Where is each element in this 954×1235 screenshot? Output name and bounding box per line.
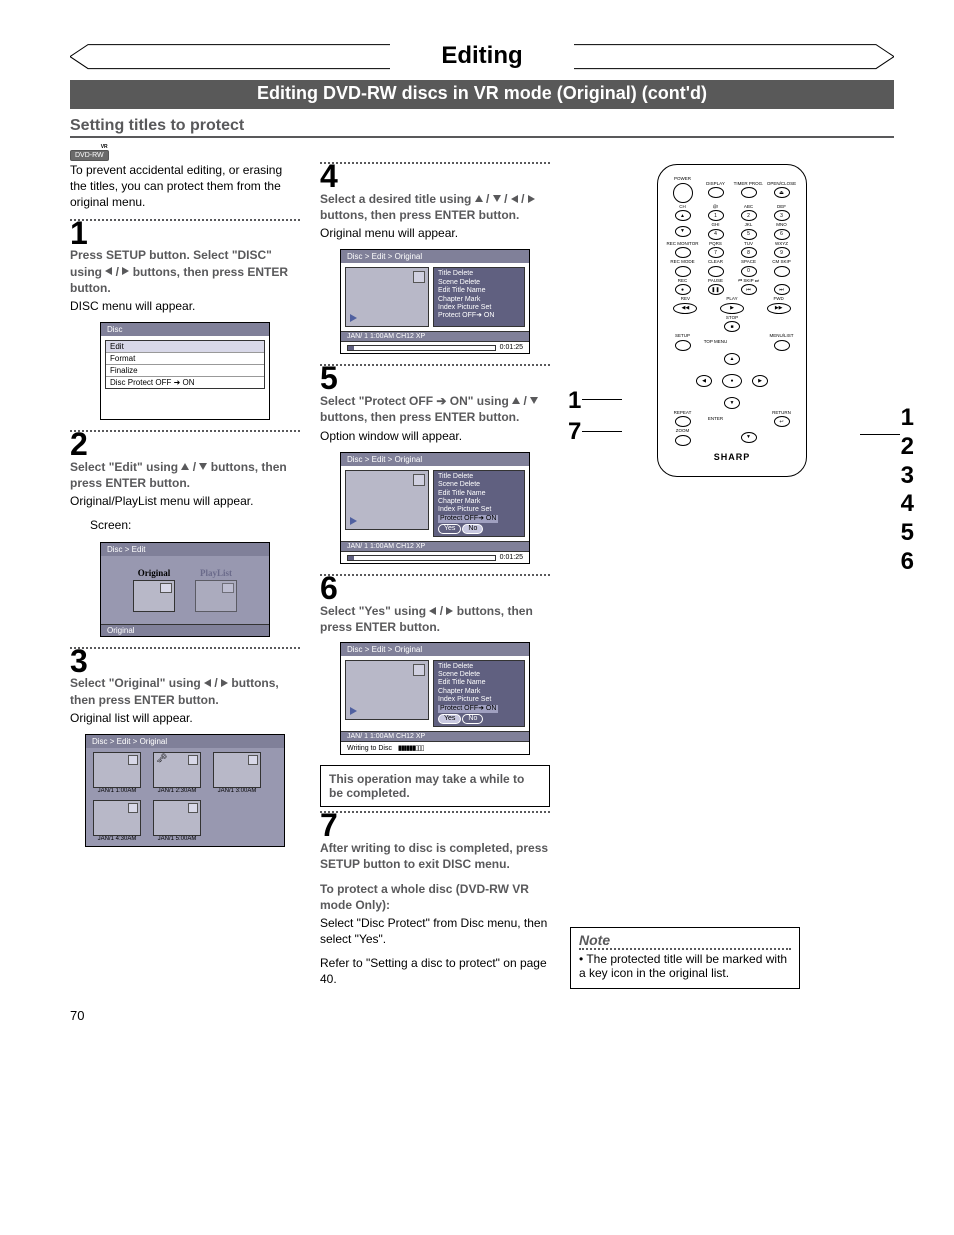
step-3-body: Original list will appear. (70, 710, 300, 726)
step-7-body2: Refer to "Setting a disc to protect" on … (320, 955, 550, 987)
disc-menu-list: Edit Format Finalize Disc Protect OFF ➜ … (105, 340, 265, 389)
step-2-screen: Disc > Edit Original PlayList Original (100, 542, 270, 637)
step-6-screen: Disc > Edit > Original Title Delete Scen… (340, 642, 530, 756)
step-7-number: 7 (320, 811, 550, 840)
step-4-screen: Disc > Edit > Original Title Delete Scen… (340, 249, 530, 354)
step-3-screen: Disc > Edit > Original JAN/1 1:00AM JAN/… (85, 734, 285, 847)
step-5-screen: Disc > Edit > Original Title Delete Scen… (340, 452, 530, 565)
thumb-item: JAN/1 1:00AM (90, 752, 144, 794)
screen-footer: Original (101, 624, 269, 636)
column-right: 1 7 1 2 3 4 5 6 POWER DISPLAY TIMER PROG… (570, 144, 894, 989)
status-row: JAN/ 1 1:00AM CH12 XP (341, 731, 529, 741)
note-text: • The protected title will be marked wit… (579, 952, 787, 980)
step-7-body1: Select "Disc Protect" from Disc menu, th… (320, 915, 550, 947)
step-1-number: 1 (70, 219, 300, 248)
title-deco-left (70, 43, 390, 71)
remote-callout-7: 7 (568, 420, 581, 444)
remote-callout-1: 1 (568, 389, 581, 413)
screen-label: Screen: (90, 517, 300, 533)
remote-control: POWER DISPLAY TIMER PROG. OPEN/CLOSE⏏ CH… (657, 164, 807, 477)
screen-hdr: Disc > Edit > Original (341, 453, 529, 466)
screen-hdr: Disc > Edit > Original (86, 735, 284, 748)
step-1-body: DISC menu will appear. (70, 298, 300, 314)
step-5-number: 5 (320, 364, 550, 393)
step-6-head: Select "Yes" using / buttons, then press… (320, 603, 550, 635)
remote-callout-right: 1 2 3 4 5 6 (901, 404, 914, 577)
step-5-head: Select "Protect OFF ➔ ON" using / button… (320, 393, 550, 425)
step-4-body: Original menu will appear. (320, 225, 550, 241)
menu-item: Disc Protect OFF ➜ ON (106, 377, 264, 388)
remote-brand: SHARP (666, 452, 798, 462)
thumb-item: JAN/1 3:00AM (210, 752, 264, 794)
menu-item: Finalize (106, 365, 264, 377)
step-3-head: Select "Original" using / buttons, then … (70, 675, 300, 707)
column-middle: 4 Select a desired title using / / / but… (320, 144, 550, 996)
opt-list: Title Delete Scene Delete Edit Title Nam… (433, 660, 525, 728)
step-2-body: Original/PlayList menu will appear. (70, 493, 300, 509)
step-4-head: Select a desired title using / / / butto… (320, 191, 550, 223)
note-box: Note • The protected title will be marke… (570, 927, 800, 989)
screen-hdr: Disc > Edit > Original (341, 643, 529, 656)
intro-text: To prevent accidental editing, or erasin… (70, 162, 300, 211)
page-subtitle: Editing DVD-RW discs in VR mode (Origina… (70, 80, 894, 109)
step-1-head: Press SETUP button. Select "DISC" using … (70, 247, 300, 296)
screen-hdr: Disc > Edit > Original (341, 250, 529, 263)
menu-item: Edit (106, 341, 264, 353)
thumb-item: JAN/1 2:30AM (150, 752, 204, 794)
note-title: Note (579, 932, 791, 950)
title-deco-right (574, 43, 894, 71)
thumb-item: JAN/1 4:30AM (90, 800, 144, 842)
step-2-number: 2 (70, 430, 300, 459)
step-7-subhead: To protect a whole disc (DVD-RW VR mode … (320, 881, 550, 913)
menu-item: Format (106, 353, 264, 365)
step-6-number: 6 (320, 574, 550, 603)
step-4-number: 4 (320, 162, 550, 191)
screen-hdr: Disc > Edit (101, 543, 269, 556)
opt-list: Title Delete Scene Delete Edit Title Nam… (433, 267, 525, 327)
step-3-number: 3 (70, 647, 300, 676)
screen-hdr: Disc (101, 323, 269, 336)
section-title: Setting titles to protect (70, 117, 894, 138)
page-number: 70 (70, 1008, 894, 1023)
status-row: JAN/ 1 1:00AM CH12 XP (341, 541, 529, 551)
page-title-block: Editing (70, 40, 894, 76)
column-left: DVD-RW To prevent accidental editing, or… (70, 144, 300, 857)
step-7-head: After writing to disc is completed, pres… (320, 840, 550, 872)
choice-playlist: PlayList (195, 568, 237, 612)
dvd-rw-badge: DVD-RW (70, 150, 109, 161)
thumb-item: JAN/1 5:00AM (150, 800, 204, 842)
step-2-head: Select "Edit" using / buttons, then pres… (70, 459, 300, 491)
opt-list: Title Delete Scene Delete Edit Title Nam… (433, 470, 525, 538)
completion-callout: This operation may take a while to be co… (320, 765, 550, 807)
step-1-screen: Disc Edit Format Finalize Disc Protect O… (100, 322, 270, 420)
status-row: JAN/ 1 1:00AM CH12 XP (341, 331, 529, 341)
choice-original: Original (133, 568, 175, 612)
step-5-body: Option window will appear. (320, 428, 550, 444)
